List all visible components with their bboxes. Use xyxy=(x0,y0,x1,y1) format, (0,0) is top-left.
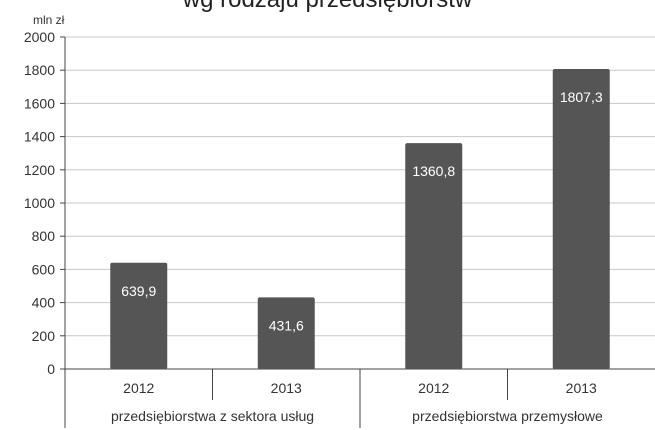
bar-data-label: 639,9 xyxy=(121,283,156,299)
y-tick-label: 1000 xyxy=(24,195,55,211)
x-category-label: 2013 xyxy=(271,380,302,396)
chart-title: wg rodzaju przedsiębiorstw xyxy=(0,0,655,14)
y-tick-label: 600 xyxy=(32,261,56,277)
bar xyxy=(552,68,610,370)
y-tick-label: 400 xyxy=(32,295,56,311)
y-tick-label: 2000 xyxy=(24,29,55,45)
x-category-label: 2013 xyxy=(566,380,597,396)
y-tick-label: 800 xyxy=(32,228,56,244)
y-axis-unit-label: mln zł xyxy=(33,13,65,27)
x-group-label: przedsiębiorstwa z sektora usług xyxy=(111,408,314,424)
y-tick-label: 1200 xyxy=(24,162,55,178)
bar-data-label: 431,6 xyxy=(269,317,304,333)
y-tick-label: 0 xyxy=(47,361,55,377)
bar xyxy=(257,297,315,369)
y-tick-label: 200 xyxy=(32,328,56,344)
x-category-label: 2012 xyxy=(418,380,449,396)
bar xyxy=(110,262,168,369)
x-group-label: przedsiębiorstwa przemysłowe xyxy=(412,408,603,424)
x-category-label: 2012 xyxy=(123,380,154,396)
bar-data-label: 1807,3 xyxy=(560,89,603,105)
y-tick-label: 1800 xyxy=(24,62,55,78)
bar xyxy=(405,143,463,369)
y-tick-label: 1600 xyxy=(24,95,55,111)
bar-data-label: 1360,8 xyxy=(412,163,455,179)
y-tick-label: 1400 xyxy=(24,129,55,145)
